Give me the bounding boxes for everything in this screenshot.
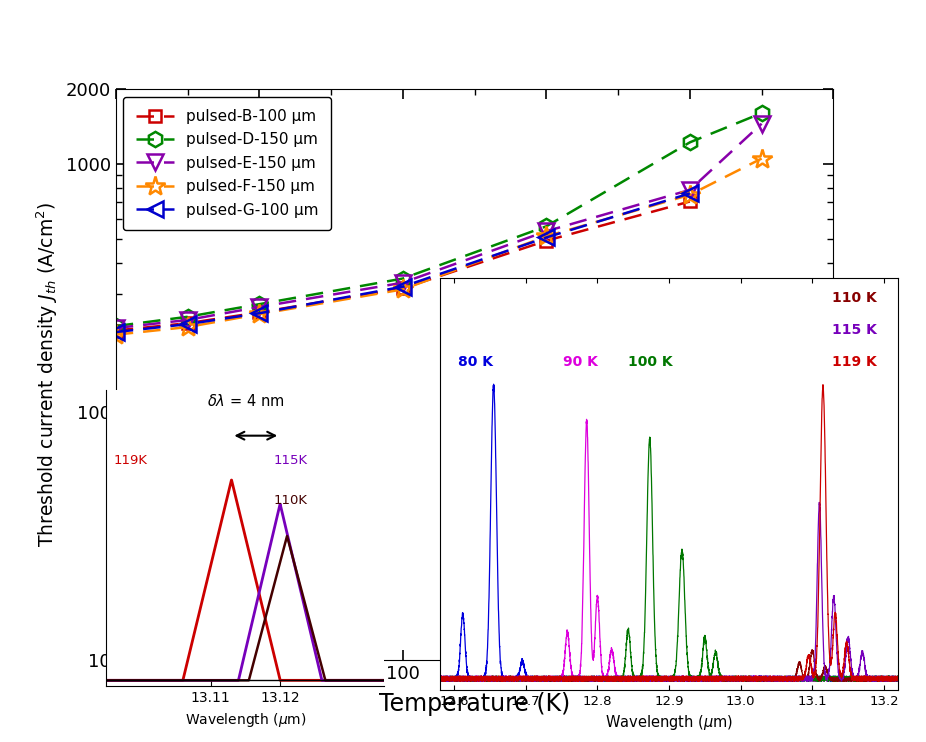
- Text: 100 K: 100 K: [628, 355, 673, 369]
- pulsed-F-150 μm: [254, 309, 265, 318]
- pulsed-F-150 μm: [181, 323, 193, 332]
- Text: 115 K: 115 K: [832, 323, 877, 337]
- Text: 110 K: 110 K: [832, 291, 877, 305]
- pulsed-F-150 μm: [541, 232, 552, 241]
- Text: EB7342BA1-3E
150 μm×1.5 mm: EB7342BA1-3E 150 μm×1.5 mm: [220, 582, 362, 626]
- X-axis label: Temperature (K): Temperature (K): [379, 692, 570, 715]
- Line: pulsed-D-150 μm: pulsed-D-150 μm: [108, 105, 770, 334]
- Line: pulsed-E-150 μm: pulsed-E-150 μm: [108, 116, 770, 335]
- pulsed-G-100 μm: [684, 189, 695, 198]
- pulsed-D-150 μm: [541, 222, 552, 231]
- pulsed-G-100 μm: [181, 320, 193, 329]
- pulsed-E-150 μm: [254, 303, 265, 312]
- pulsed-B-100 μm: [254, 308, 265, 317]
- X-axis label: Wavelength ($\mu$m): Wavelength ($\mu$m): [184, 711, 307, 729]
- pulsed-E-150 μm: [684, 186, 695, 194]
- Text: 115K: 115K: [273, 454, 307, 467]
- pulsed-G-100 μm: [541, 233, 552, 242]
- pulsed-D-150 μm: [684, 138, 695, 147]
- pulsed-G-100 μm: [254, 309, 265, 318]
- pulsed-E-150 μm: [181, 315, 193, 324]
- Text: $\delta\lambda$ = 4 nm: $\delta\lambda$ = 4 nm: [206, 393, 284, 409]
- pulsed-E-150 μm: [110, 324, 121, 332]
- Line: pulsed-B-100 μm: pulsed-B-100 μm: [109, 195, 696, 337]
- pulsed-B-100 μm: [684, 197, 695, 206]
- pulsed-E-150 μm: [541, 227, 552, 236]
- pulsed-B-100 μm: [541, 236, 552, 245]
- Text: 80 K: 80 K: [457, 355, 493, 369]
- pulsed-B-100 μm: [181, 319, 193, 328]
- Line: pulsed-G-100 μm: pulsed-G-100 μm: [108, 186, 697, 340]
- pulsed-F-150 μm: [110, 330, 121, 339]
- Line: pulsed-F-150 μm: pulsed-F-150 μm: [106, 148, 772, 345]
- pulsed-E-150 μm: [756, 119, 767, 128]
- pulsed-G-100 μm: [110, 328, 121, 337]
- Text: 119 K: 119 K: [832, 355, 877, 369]
- Text: 119K: 119K: [114, 454, 147, 467]
- pulsed-F-150 μm: [397, 285, 408, 294]
- pulsed-D-150 μm: [254, 300, 265, 309]
- pulsed-B-100 μm: [397, 284, 408, 293]
- pulsed-D-150 μm: [397, 274, 408, 283]
- Text: 90 K: 90 K: [563, 355, 598, 369]
- pulsed-D-150 μm: [181, 312, 193, 321]
- pulsed-D-150 μm: [756, 108, 767, 117]
- Text: 110K: 110K: [273, 494, 307, 507]
- pulsed-D-150 μm: [110, 321, 121, 330]
- Legend: pulsed-B-100 μm, pulsed-D-150 μm, pulsed-E-150 μm, pulsed-F-150 μm, pulsed-G-100: pulsed-B-100 μm, pulsed-D-150 μm, pulsed…: [123, 96, 331, 230]
- Y-axis label: Threshold current density $J_{th}$ (A/cm$^2$): Threshold current density $J_{th}$ (A/cm…: [34, 202, 60, 548]
- X-axis label: Wavelength ($\mu$m): Wavelength ($\mu$m): [605, 714, 733, 732]
- pulsed-F-150 μm: [684, 191, 695, 200]
- pulsed-G-100 μm: [397, 282, 408, 291]
- pulsed-F-150 μm: [756, 154, 767, 163]
- pulsed-B-100 μm: [110, 326, 121, 335]
- pulsed-E-150 μm: [397, 278, 408, 287]
